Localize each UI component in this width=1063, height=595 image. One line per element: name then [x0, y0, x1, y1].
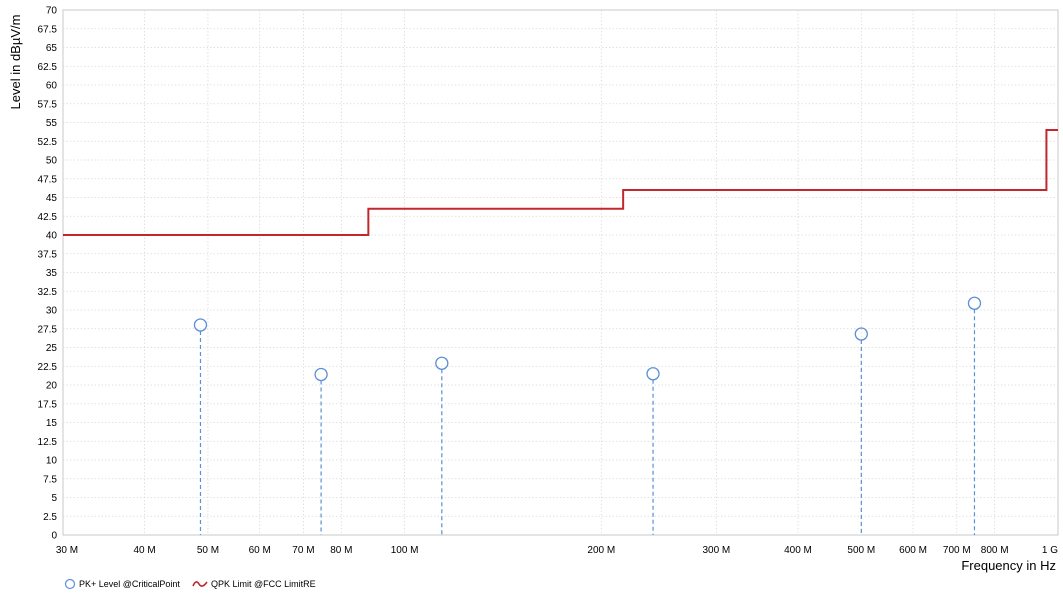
y-tick-label: 17.5	[38, 399, 58, 410]
x-axis-label: Frequency in Hz	[961, 558, 1056, 573]
legend-item-qpk-limit: QPK Limit @FCC LimitRE	[192, 578, 316, 590]
data-point	[435, 356, 449, 370]
y-axis-label: Level in dBµV/m	[8, 15, 23, 110]
legend-label-pk-level: PK+ Level @CriticalPoint	[79, 579, 180, 589]
y-tick-label: 12.5	[38, 437, 58, 448]
y-tick-label: 52.5	[38, 137, 58, 148]
circle-marker-icon	[64, 578, 76, 590]
x-tick-label: 80 M	[330, 545, 352, 556]
x-tick-label: 800 M	[981, 545, 1009, 556]
y-tick-label: 15	[46, 418, 58, 429]
data-point	[854, 327, 868, 341]
y-tick-label: 32.5	[38, 287, 58, 298]
y-tick-label: 20	[46, 381, 58, 392]
x-tick-label: 200 M	[587, 545, 615, 556]
y-tick-label: 37.5	[38, 249, 58, 260]
y-tick-label: 35	[46, 268, 58, 279]
x-tick-label: 100 M	[391, 545, 419, 556]
y-tick-label: 27.5	[38, 324, 58, 335]
limit-line	[63, 129, 1058, 236]
data-point	[314, 367, 328, 382]
x-axis-ticks: 30 M 40 M 50 M 60 M 70 M 80 M 100 M 200 M 300 M 4…	[56, 545, 1058, 556]
y-tick-label: 67.5	[38, 24, 58, 35]
y-tick-label: 45	[46, 193, 58, 204]
y-tick-label: 0	[51, 531, 57, 542]
x-tick-label: 500 M	[847, 545, 875, 556]
y-tick-label: 50	[46, 156, 58, 167]
y-tick-label: 5	[51, 493, 57, 504]
legend: PK+ Level @CriticalPoint QPK Limit @FCC …	[64, 578, 328, 590]
data-point	[193, 318, 208, 332]
y-tick-label: 47.5	[38, 174, 58, 185]
y-tick-label: 42.5	[38, 212, 58, 223]
data-point	[646, 367, 660, 381]
y-tick-label: 70	[46, 6, 58, 17]
data-point	[967, 296, 982, 310]
gridlines	[63, 10, 1058, 535]
y-axis-ticks: 02.557.51012.51517.52022.52527.53032.535…	[38, 6, 58, 542]
y-tick-label: 10	[46, 456, 58, 467]
x-tick-label: 30 M	[56, 545, 78, 556]
y-tick-label: 7.5	[43, 474, 57, 485]
y-tick-label: 62.5	[38, 62, 58, 73]
red-line-icon	[192, 581, 208, 587]
y-tick-label: 30	[46, 306, 58, 317]
x-tick-label: 70 M	[292, 545, 314, 556]
x-tick-label: 1 G	[1042, 545, 1058, 556]
x-tick-label: 600 M	[899, 545, 927, 556]
y-tick-label: 40	[46, 231, 58, 242]
y-tick-label: 22.5	[38, 362, 58, 373]
x-tick-label: 50 M	[197, 545, 219, 556]
x-tick-label: 60 M	[249, 545, 271, 556]
y-tick-label: 2.5	[43, 512, 57, 523]
y-tick-label: 65	[46, 43, 58, 54]
x-tick-label: 300 M	[702, 545, 730, 556]
series-layer	[63, 129, 1058, 535]
x-tick-label: 400 M	[784, 545, 812, 556]
legend-label-qpk-limit: QPK Limit @FCC LimitRE	[210, 579, 316, 589]
y-tick-label: 55	[46, 118, 58, 129]
x-tick-label: 700 M	[943, 545, 971, 556]
y-tick-label: 57.5	[38, 99, 58, 110]
y-tick-label: 60	[46, 81, 58, 92]
x-tick-label: 40 M	[134, 545, 156, 556]
legend-item-pk-level: PK+ Level @CriticalPoint	[64, 578, 180, 590]
y-tick-label: 25	[46, 343, 58, 354]
